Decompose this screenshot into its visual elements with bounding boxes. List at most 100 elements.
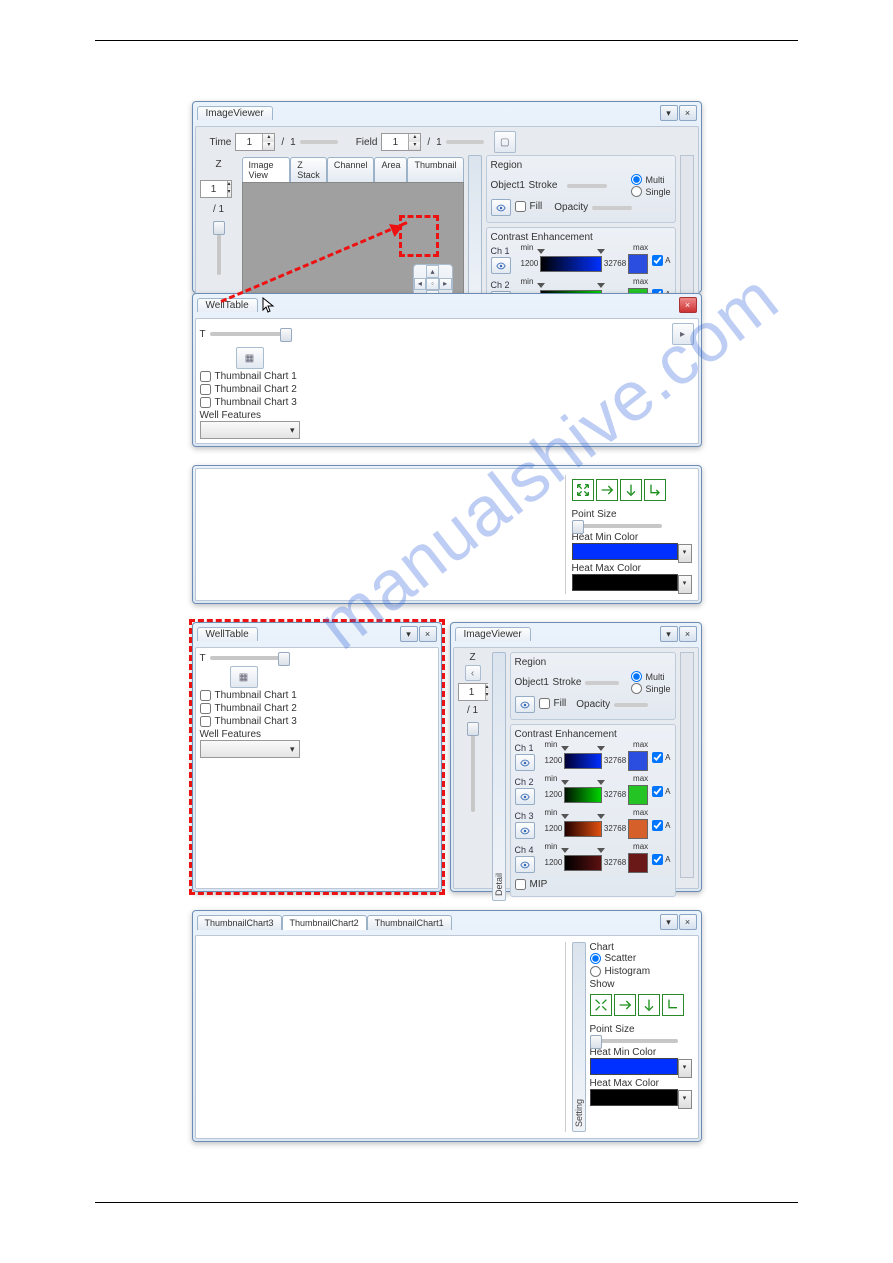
nav-up[interactable]: ▴	[426, 265, 439, 278]
setting-toggle[interactable]: Setting	[572, 942, 586, 1132]
auto-checkbox[interactable]: A	[652, 786, 670, 797]
channel-gradient[interactable]	[564, 787, 602, 803]
tool-right-icon[interactable]	[614, 994, 636, 1016]
heatmax-swatch[interactable]	[590, 1089, 678, 1106]
object-visibility-icon[interactable]	[491, 199, 511, 216]
channel-visibility-icon[interactable]	[515, 822, 535, 839]
z-spinner[interactable]: 1▴▾	[200, 180, 232, 198]
tab-thumbnail[interactable]: Thumbnail	[407, 157, 463, 182]
detail-toggle[interactable]: Detail	[492, 652, 506, 901]
stroke-slider[interactable]	[585, 681, 619, 685]
thumb1-checkbox[interactable]: Thumbnail Chart 1	[200, 690, 434, 701]
channel-color-end[interactable]	[628, 254, 648, 274]
tab-channel[interactable]: Channel	[327, 157, 375, 182]
close-button[interactable]: ×	[679, 626, 697, 642]
scrollbar[interactable]	[680, 155, 694, 297]
tool-corner-icon[interactable]	[644, 479, 666, 501]
radio-multi[interactable]: Multi	[631, 671, 670, 682]
close-button[interactable]: ×	[679, 105, 697, 121]
channel-visibility-icon[interactable]	[515, 788, 535, 805]
tool-expand-icon[interactable]	[572, 479, 594, 501]
tool-right-icon[interactable]	[596, 479, 618, 501]
auto-checkbox[interactable]: A	[652, 820, 670, 831]
radio-scatter[interactable]: Scatter	[590, 953, 692, 964]
mip-checkbox[interactable]: MIP	[515, 879, 671, 890]
scrollbar[interactable]	[680, 652, 694, 878]
channel-gradient[interactable]	[564, 753, 602, 769]
tab-thumbchart1[interactable]: ThumbnailChart1	[367, 915, 452, 930]
pin-button[interactable]: ▾	[400, 626, 418, 642]
opacity-slider[interactable]	[592, 206, 632, 210]
auto-checkbox[interactable]: A	[652, 854, 670, 865]
view-tab-strip: Image View Z Stack Channel Area Thumbnai…	[242, 157, 464, 182]
tab-thumbchart3[interactable]: ThumbnailChart3	[197, 915, 282, 930]
grid-icon[interactable]: ▦	[236, 347, 264, 369]
tab-area[interactable]: Area	[374, 157, 407, 182]
channel-color-end[interactable]	[628, 785, 648, 805]
thumb2-checkbox[interactable]: Thumbnail Chart 2	[200, 384, 694, 395]
heatmin-swatch[interactable]	[572, 543, 678, 560]
radio-histogram[interactable]: Histogram	[590, 966, 692, 977]
close-button[interactable]: ×	[679, 914, 697, 930]
radio-single[interactable]: Single	[631, 683, 670, 694]
heatmin-swatch[interactable]	[590, 1058, 678, 1075]
field-slider[interactable]	[446, 140, 484, 144]
tool-corner-icon[interactable]	[662, 994, 684, 1016]
opacity-slider[interactable]	[614, 703, 648, 707]
z-up[interactable]: ‹	[465, 665, 481, 681]
time-slider[interactable]	[300, 140, 338, 144]
heatmax-dd[interactable]: ▾	[678, 575, 692, 594]
stroke-slider[interactable]	[567, 184, 607, 188]
close-button[interactable]: ×	[679, 297, 697, 313]
field-spinner[interactable]: 1▴▾	[381, 133, 421, 151]
channel-color-end[interactable]	[628, 751, 648, 771]
channel-visibility-icon[interactable]	[491, 257, 511, 274]
channel-label: Ch 1	[491, 246, 517, 256]
fill-checkbox[interactable]: Fill	[515, 201, 543, 212]
region-group: Region Object1 Stroke Multi Single	[486, 155, 676, 223]
thumb3-checkbox[interactable]: Thumbnail Chart 3	[200, 397, 694, 408]
wellfeatures-select[interactable]: ▾	[200, 421, 300, 439]
pin-button[interactable]: ▾	[660, 914, 678, 930]
grid-icon[interactable]: ▦	[230, 666, 258, 688]
heatmax-swatch[interactable]	[572, 574, 678, 591]
bottom-rule	[95, 1202, 798, 1203]
nav-left[interactable]: ◂	[414, 278, 427, 291]
channel-visibility-icon[interactable]	[515, 754, 535, 771]
pin-button[interactable]: ▾	[660, 626, 678, 642]
channel-visibility-icon[interactable]	[515, 856, 535, 873]
field-value: 1	[382, 137, 408, 148]
tool-expand-icon[interactable]	[590, 994, 612, 1016]
tool-button[interactable]: ▢	[494, 131, 516, 153]
z-spinner[interactable]: 1▴▾	[458, 683, 488, 701]
tool-down-icon[interactable]	[638, 994, 660, 1016]
channel-color-end[interactable]	[628, 819, 648, 839]
tool-down-icon[interactable]	[620, 479, 642, 501]
object-visibility-icon[interactable]	[515, 696, 535, 713]
thumb2-checkbox[interactable]: Thumbnail Chart 2	[200, 703, 434, 714]
wellfeatures-select[interactable]: ▾	[200, 740, 300, 758]
play-button[interactable]: ▸	[672, 323, 694, 345]
radio-single[interactable]: Single	[631, 186, 670, 197]
tab-imageview[interactable]: Image View	[242, 157, 291, 182]
close-button[interactable]: ×	[419, 626, 437, 642]
fill-checkbox[interactable]: Fill	[539, 698, 567, 709]
nav-right[interactable]: ▸	[439, 278, 452, 291]
auto-checkbox[interactable]: A	[652, 255, 670, 266]
thumb1-checkbox[interactable]: Thumbnail Chart 1	[200, 371, 694, 382]
time-spinner[interactable]: 1▴▾	[235, 133, 275, 151]
nav-center[interactable]: ◦	[426, 278, 439, 291]
heatmin-label: Heat Min Color	[590, 1047, 692, 1058]
radio-multi[interactable]: Multi	[631, 174, 670, 185]
channel-gradient[interactable]	[540, 256, 602, 272]
auto-checkbox[interactable]: A	[652, 752, 670, 763]
tab-thumbchart2[interactable]: ThumbnailChart2	[282, 915, 367, 930]
channel-gradient[interactable]	[564, 855, 602, 871]
heatmin-dd[interactable]: ▾	[678, 544, 692, 563]
channel-max: 32768	[604, 259, 626, 268]
channel-gradient[interactable]	[564, 821, 602, 837]
channel-color-end[interactable]	[628, 853, 648, 873]
tab-zstack[interactable]: Z Stack	[290, 157, 327, 182]
thumb3-checkbox[interactable]: Thumbnail Chart 3	[200, 716, 434, 727]
pin-button[interactable]: ▾	[660, 105, 678, 121]
